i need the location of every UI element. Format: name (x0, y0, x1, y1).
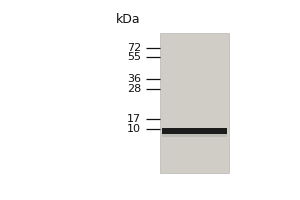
Bar (160, 33, 229, 173)
Bar (162, 134, 227, 137)
Text: 10: 10 (127, 124, 141, 134)
Text: 36: 36 (127, 74, 141, 84)
Text: 55: 55 (127, 52, 141, 62)
Bar (162, 128, 227, 134)
Text: 28: 28 (127, 84, 141, 94)
Text: 72: 72 (127, 43, 141, 53)
Text: 17: 17 (127, 114, 141, 124)
Text: kDa: kDa (116, 13, 141, 26)
